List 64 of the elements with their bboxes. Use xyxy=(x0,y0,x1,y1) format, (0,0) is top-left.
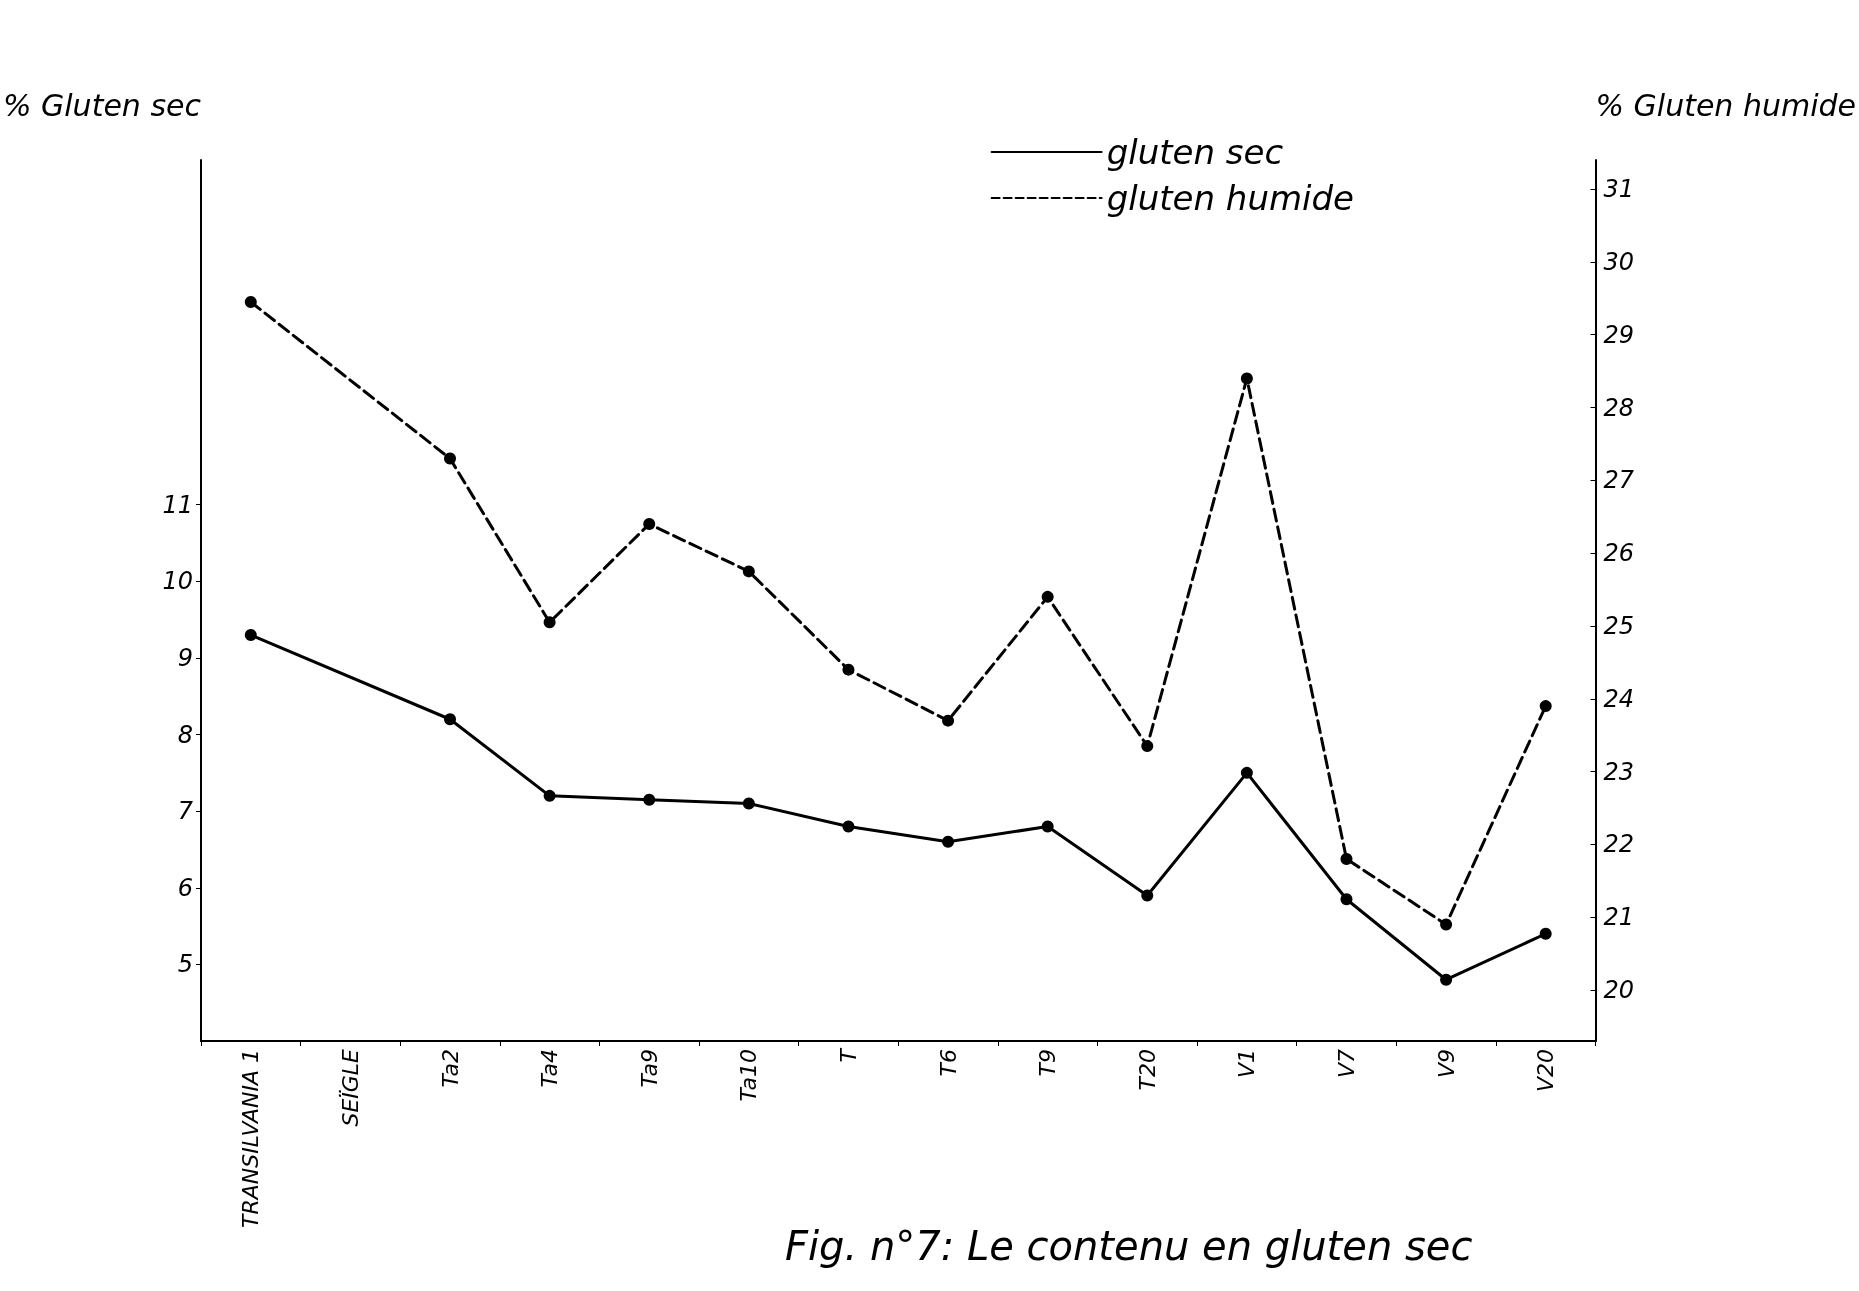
y2-tick-label: 27 xyxy=(1603,466,1635,495)
point xyxy=(444,452,457,465)
x-tick-label: TRANSILVANIA 1 xyxy=(238,1049,264,1228)
y-tick-label: 6 xyxy=(177,873,193,902)
y2-tick-label: 21 xyxy=(1603,903,1635,932)
y-tick-label: 11 xyxy=(162,490,193,519)
point xyxy=(244,295,257,308)
legend-label: gluten humide xyxy=(1106,178,1355,218)
point xyxy=(842,820,855,833)
point xyxy=(842,663,855,676)
point xyxy=(1440,973,1453,986)
point xyxy=(444,713,457,726)
y2-tick-label: 31 xyxy=(1603,175,1635,204)
x-tick-label: V20 xyxy=(1533,1049,1559,1093)
point xyxy=(1240,372,1253,385)
point xyxy=(1340,893,1353,906)
y2-tick-label: 24 xyxy=(1603,684,1635,713)
point xyxy=(244,628,257,641)
x-tick-label: Ta9 xyxy=(636,1049,662,1088)
y2-axis-title: % Gluten humide xyxy=(1595,87,1857,123)
x-tick-label: T xyxy=(835,1047,861,1063)
point xyxy=(543,616,556,629)
x-tick-label: T20 xyxy=(1134,1049,1160,1091)
y2-tick-label: 20 xyxy=(1603,976,1635,1005)
y2-tick-label: 23 xyxy=(1603,757,1635,786)
x-tick-label: V7 xyxy=(1333,1049,1359,1079)
point xyxy=(1141,889,1154,902)
y-tick-label: 5 xyxy=(177,950,193,979)
text: Fig. n°7: Le contenu en gluten sec xyxy=(785,1223,1473,1269)
point xyxy=(1041,820,1054,833)
point xyxy=(1141,740,1154,753)
y2-tick-label: 29 xyxy=(1603,320,1635,349)
x-tick-label: Ta10 xyxy=(736,1049,762,1102)
y2-tick-label: 22 xyxy=(1603,830,1635,859)
y-axis-title: % Gluten sec xyxy=(2,87,202,123)
point xyxy=(1240,766,1253,779)
legend-label: gluten sec xyxy=(1106,132,1284,172)
point xyxy=(742,565,755,578)
point xyxy=(1440,918,1453,931)
point xyxy=(543,789,556,802)
point xyxy=(643,793,656,806)
y2-tick-label: 30 xyxy=(1603,247,1635,276)
point xyxy=(1539,927,1552,940)
y2-tick-label: 28 xyxy=(1603,393,1635,422)
y2-tick-label: 25 xyxy=(1603,611,1635,640)
point xyxy=(942,714,955,727)
y2-tick-label: 26 xyxy=(1603,539,1635,568)
y-tick-label: 9 xyxy=(177,643,193,672)
x-tick-label: V9 xyxy=(1433,1049,1459,1079)
x-tick-label: V1 xyxy=(1234,1049,1260,1079)
point xyxy=(942,835,955,848)
x-tick-label: T9 xyxy=(1035,1049,1061,1077)
point xyxy=(1340,852,1353,865)
point xyxy=(1539,700,1552,713)
x-tick-label: SEÏGLE xyxy=(337,1048,363,1127)
point xyxy=(643,518,656,531)
y-tick-label: 8 xyxy=(177,720,193,749)
point xyxy=(742,797,755,810)
x-tick-label: Ta2 xyxy=(437,1049,463,1088)
y-tick-label: 10 xyxy=(162,567,193,596)
point xyxy=(1041,590,1054,603)
x-tick-label: Ta4 xyxy=(537,1049,563,1088)
y-tick-label: 7 xyxy=(177,797,194,826)
x-tick-label: T6 xyxy=(935,1049,961,1077)
